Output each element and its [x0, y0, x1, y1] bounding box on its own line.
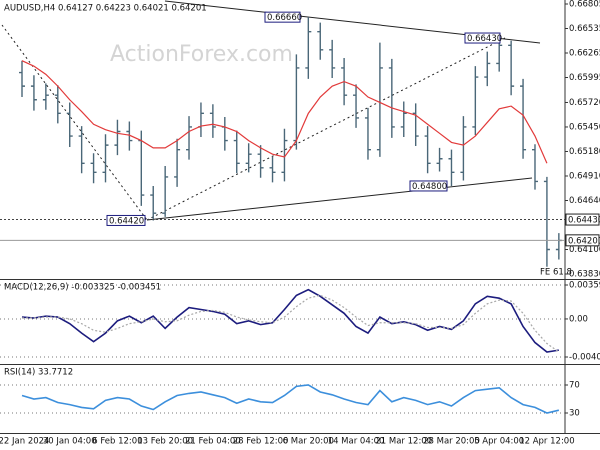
- x-tick-label: 21 Feb 04:00: [185, 437, 241, 447]
- ohlc-bar: [460, 116, 467, 181]
- annotation-label: 0.64420: [109, 216, 144, 226]
- y-tick-label: 0.65995: [569, 73, 600, 83]
- annotation-box: [464, 32, 501, 44]
- x-tick-label: 28 Feb 12:00: [233, 437, 289, 447]
- ohlc-bar: [186, 116, 193, 160]
- annotation-box: [409, 180, 448, 192]
- y-tick-label: -0.00403: [569, 352, 600, 362]
- ohlc-bar: [520, 78, 527, 159]
- ohlc-bar: [317, 22, 324, 60]
- ohlc-bar: [364, 107, 371, 160]
- trendline: [1, 24, 148, 221]
- ohlc-bar: [353, 84, 360, 128]
- ohlc-bar: [484, 51, 491, 87]
- y-tick-label: 70: [569, 380, 580, 390]
- level-box: [565, 213, 600, 226]
- ohlc-bar: [78, 126, 85, 174]
- ohlc-bar: [543, 176, 550, 267]
- moving-average: [21, 60, 548, 164]
- ohlc-bar: [388, 58, 395, 138]
- level-box: [565, 234, 600, 247]
- annotation-label: 0.66430: [467, 34, 502, 44]
- y-tick-label: 0.00: [569, 314, 588, 324]
- ohlc-bar: [19, 60, 25, 98]
- y-tick-label: 0.003595: [569, 281, 600, 291]
- ohlc-bar: [436, 147, 443, 172]
- line: [21, 384, 560, 414]
- ohlc-bar: [150, 185, 157, 221]
- y-tick-label: 0.66535: [569, 24, 600, 34]
- y-tick-label: 0.66265: [569, 49, 600, 59]
- level-label: 0.64201: [568, 236, 600, 246]
- ohlc-bar: [42, 83, 49, 110]
- ohlc-bar: [281, 128, 288, 182]
- ohlc-bar: [400, 101, 407, 137]
- level-label: 0.64430: [568, 216, 600, 226]
- ohlc-bar: [424, 126, 431, 174]
- x-tick-label: 6 Feb 12:00: [92, 437, 142, 447]
- ohlc-bar: [508, 40, 515, 96]
- signal-line: [22, 294, 560, 353]
- ohlc-bar: [54, 85, 61, 124]
- ohlc-bar: [102, 134, 109, 183]
- ohlc-bar: [412, 103, 419, 147]
- x-tick-label: 14 Mar 04:00: [328, 437, 385, 447]
- ohlc-bar: [531, 144, 538, 190]
- ohlc-bar: [448, 149, 455, 186]
- x-tick-label: 30 Jan 04:00: [43, 437, 97, 447]
- ohlc-bar: [209, 104, 216, 138]
- chart-title: AUDUSD,H4 0.64127 0.64223 0.64021 0.6420…: [4, 4, 207, 14]
- annotation-label: 0.66660: [267, 13, 302, 23]
- ohlc-bar: [329, 39, 336, 78]
- x-tick-label: 21 Mar 12:00: [375, 437, 432, 447]
- x-tick-label: 28 Mar 20:00: [423, 437, 480, 447]
- ohlc-bar: [174, 138, 181, 187]
- ohlc-bar: [162, 166, 169, 217]
- ohlc-bar: [90, 153, 97, 184]
- watermark: ActionForex.com: [110, 42, 293, 67]
- ohlc-bar: [233, 130, 240, 174]
- ohlc-bar: [30, 75, 37, 111]
- ohlc-bar: [305, 17, 312, 79]
- ohlc-bar: [496, 38, 503, 72]
- x-tick-label: 12 Apr 12:00: [519, 437, 574, 447]
- y-tick-label: 0.66805: [569, 0, 600, 9]
- ohlc-bar: [126, 121, 133, 151]
- ohlc-bar: [472, 66, 479, 136]
- annotation-box: [106, 214, 146, 226]
- frame: [0, 0, 600, 434]
- annotation-label: 0.64800: [412, 182, 447, 192]
- ohlc-bar: [376, 42, 383, 157]
- line: [21, 288, 559, 353]
- x-tick-label: 5 Apr 04:00: [474, 437, 524, 447]
- x-tick-label: 6 Mar 20:00: [283, 437, 334, 447]
- ohlc-bar: [114, 119, 121, 156]
- ohlc-bar: [257, 145, 264, 178]
- x-tick-label: 22 Jan 2024: [0, 437, 49, 447]
- trendline: [146, 177, 533, 221]
- macd-title: MACD(12,26,9) -0.003325 -0.003451: [4, 283, 161, 293]
- ohlc-bar: [245, 143, 252, 173]
- fe-note: FE 61.8: [540, 268, 572, 278]
- trendline: [146, 37, 506, 221]
- x-tick-label: 13 Feb 20:00: [137, 437, 193, 447]
- y-tick-label: 30: [569, 409, 580, 419]
- ohlc-bar: [269, 156, 276, 183]
- ohlc-bar: [66, 102, 73, 147]
- rsi-title: RSI(14) 33.7712: [4, 368, 73, 378]
- annotation-box: [264, 11, 301, 23]
